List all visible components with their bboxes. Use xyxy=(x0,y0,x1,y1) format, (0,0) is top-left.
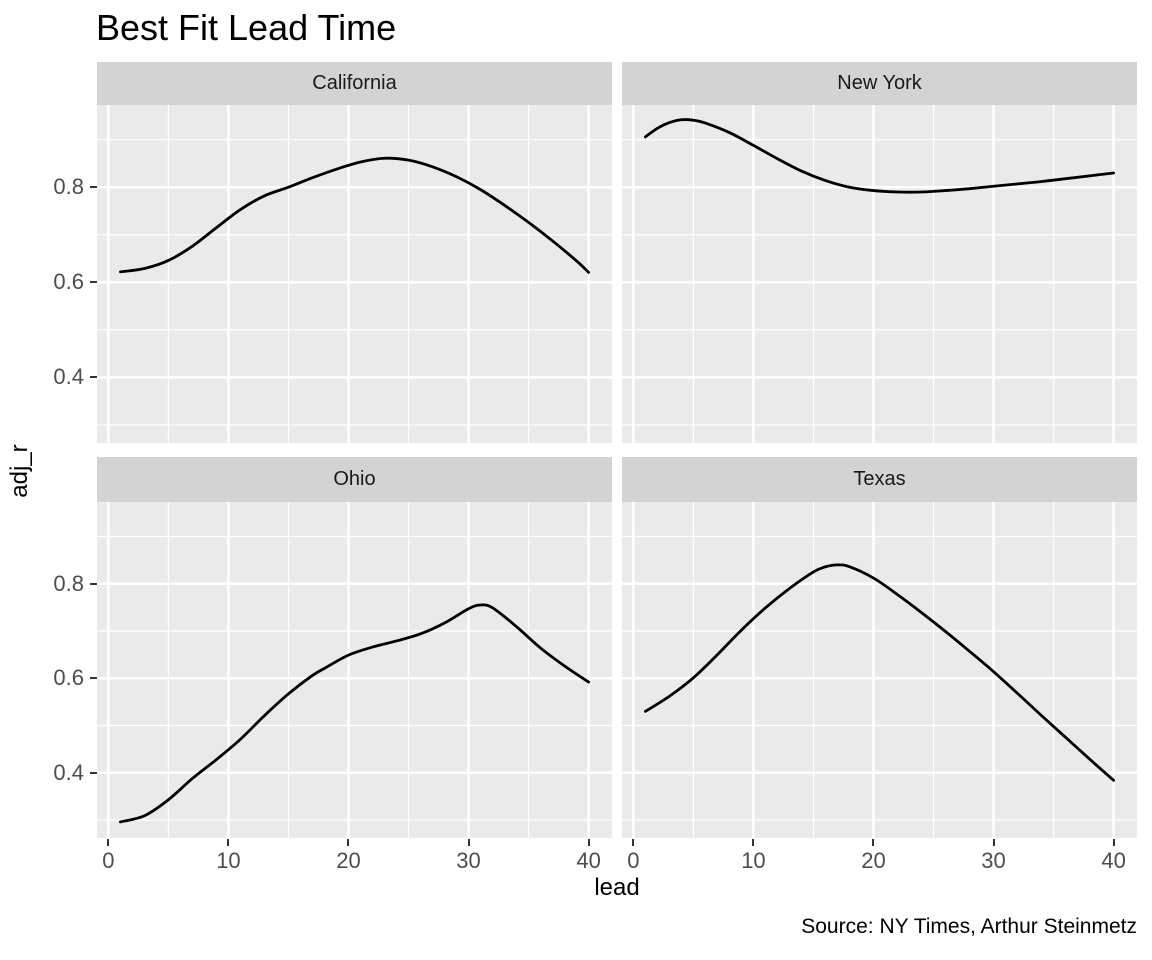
x-tick-label: 30 xyxy=(981,848,1006,873)
y-tick-label: 0.4 xyxy=(53,364,84,390)
trend-line-ohio xyxy=(119,603,590,824)
x-tick-label: 10 xyxy=(216,848,241,873)
facet-strip-new-york: New York xyxy=(622,62,1137,105)
panel-background xyxy=(622,502,1137,838)
facet-strip-california: California xyxy=(97,62,612,105)
plot-caption: Source: NY Times, Arthur Steinmetz xyxy=(801,915,1137,938)
x-axis-tick xyxy=(992,839,995,846)
y-tick-label: 0.6 xyxy=(53,269,84,295)
y-axis-tick xyxy=(90,186,97,189)
x-axis-tick xyxy=(467,839,470,846)
facet-panel-texas xyxy=(622,502,1137,838)
facet-panel-california xyxy=(97,105,612,443)
y-tick-label: 0.8 xyxy=(53,174,84,200)
facet-strip-texas: Texas xyxy=(622,457,1137,502)
x-tick-label: 40 xyxy=(1101,848,1126,873)
panel-background xyxy=(97,502,612,838)
y-axis-title: adj_r xyxy=(6,444,33,498)
x-axis-tick xyxy=(632,839,635,846)
x-tick-label: 20 xyxy=(861,848,886,873)
x-axis-tick xyxy=(227,839,230,846)
facet-label-ohio: Ohio xyxy=(333,468,376,490)
plot-title: Best Fit Lead Time xyxy=(96,7,397,48)
y-tick-label: 0.8 xyxy=(53,570,84,596)
facet-label-california: California xyxy=(312,72,397,94)
y-axis-tick xyxy=(90,771,97,774)
y-axis-tick xyxy=(90,677,97,680)
x-tick-label: 0 xyxy=(102,848,115,873)
facet-label-new-york: New York xyxy=(837,72,922,94)
x-tick-label: 30 xyxy=(456,848,481,873)
facet-strip-ohio: Ohio xyxy=(97,457,612,502)
x-tick-label: 20 xyxy=(336,848,361,873)
y-axis-tick xyxy=(90,376,97,379)
y-axis-tick xyxy=(90,281,97,284)
y-axis-tick xyxy=(90,582,97,585)
y-tick-label: 0.4 xyxy=(53,759,84,785)
facet-panel-new-york xyxy=(622,105,1137,443)
x-axis-tick xyxy=(1112,839,1115,846)
x-axis-tick xyxy=(872,839,875,846)
facet-label-texas: Texas xyxy=(853,468,906,490)
facet-panel-ohio xyxy=(97,502,612,838)
x-tick-label: 40 xyxy=(576,848,601,873)
x-axis-tick xyxy=(587,839,590,846)
trend-line-california xyxy=(119,156,590,274)
trend-line-texas xyxy=(644,563,1115,782)
panel-background xyxy=(97,105,612,443)
y-tick-label: 0.6 xyxy=(53,665,84,691)
panel-background xyxy=(622,105,1137,443)
x-tick-label: 10 xyxy=(741,848,766,873)
x-axis-tick xyxy=(752,839,755,846)
x-tick-label: 0 xyxy=(627,848,640,873)
x-axis-title: lead xyxy=(594,874,640,901)
trend-line-new-york xyxy=(644,118,1115,194)
x-axis-tick xyxy=(107,839,110,846)
x-axis-tick xyxy=(347,839,350,846)
